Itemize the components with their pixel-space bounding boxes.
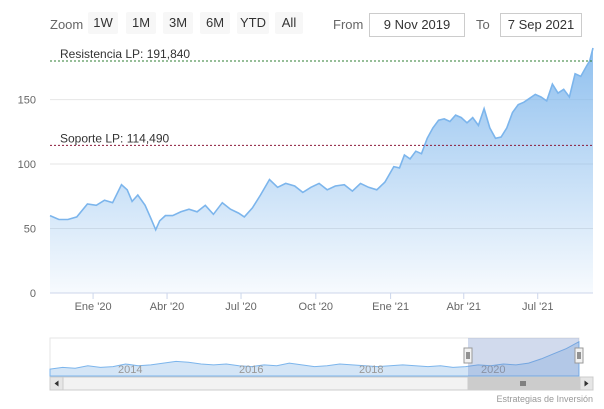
- support-label: Soporte LP: 114,490: [60, 131, 170, 145]
- navigator-label-2014: 2014: [118, 364, 142, 376]
- from-label: From: [333, 17, 364, 32]
- arrow-left-icon[interactable]: [49, 376, 64, 391]
- series-area: [50, 48, 593, 293]
- x-tick-label: Abr '21: [446, 301, 481, 313]
- zoom-ytd-button[interactable]: YTD: [237, 12, 269, 34]
- x-tick-label: Abr '20: [150, 301, 185, 313]
- zoom-all-button[interactable]: All: [275, 12, 303, 34]
- navigator-area: [49, 340, 580, 377]
- arrow-right-icon[interactable]: [579, 376, 594, 391]
- zoom-6m-button[interactable]: 6M: [200, 12, 230, 34]
- x-tick-label: Jul '21: [522, 301, 553, 313]
- zoom-1m-button[interactable]: 1M: [126, 12, 156, 34]
- zoom-1w-button[interactable]: 1W: [88, 12, 118, 34]
- series-line: [49, 47, 594, 232]
- price-levels: Resistencia LP: 191,840 Soporte LP: 114,4…: [50, 47, 593, 146]
- x-tick-label: Ene '21: [372, 301, 409, 313]
- navigator-handle-left[interactable]: [463, 347, 473, 364]
- scrollbar-grip-icon: [520, 381, 526, 386]
- to-date-input[interactable]: 7 Sep 2021: [500, 13, 582, 37]
- zoom-label: Zoom: [50, 17, 84, 32]
- range-selector: Zoom 1W 1M 3M 6M YTD All From 9 Nov 2019…: [0, 0, 604, 48]
- x-tick-label: Oct '20: [299, 301, 334, 313]
- y-tick-label: 100: [18, 159, 36, 171]
- navigator-labels: 2014 2016 2018 2020: [118, 364, 505, 376]
- x-axis: Ene '20 Abr '20 Jul '20 Oct '20 Ene '21 Abr '…: [50, 292, 593, 313]
- resistance-label: Resistencia LP: 191,840: [60, 47, 190, 61]
- x-tick-label: Ene '20: [75, 301, 112, 313]
- navigator-label-2016: 2016: [239, 364, 263, 376]
- y-tick-label: 50: [24, 224, 36, 236]
- zoom-3m-button[interactable]: 3M: [163, 12, 193, 34]
- navigator-label-2018: 2018: [359, 364, 383, 376]
- to-label: To: [476, 17, 490, 32]
- from-date-input[interactable]: 9 Nov 2019: [369, 13, 465, 37]
- y-tick-label: 0: [30, 288, 36, 300]
- navigator-handle-right[interactable]: [574, 347, 584, 364]
- y-tick-label: 150: [18, 95, 36, 107]
- navigator-selection[interactable]: [468, 338, 579, 376]
- credit-text: Estrategias de Inversión: [496, 394, 593, 404]
- x-tick-label: Jul '20: [225, 301, 256, 313]
- y-axis: 0 50 100 150: [18, 95, 36, 300]
- navigator[interactable]: 2014 2016 2018 2020: [49, 337, 584, 377]
- scrollbar[interactable]: [49, 376, 594, 391]
- navigator-label-2020: 2020: [481, 364, 505, 376]
